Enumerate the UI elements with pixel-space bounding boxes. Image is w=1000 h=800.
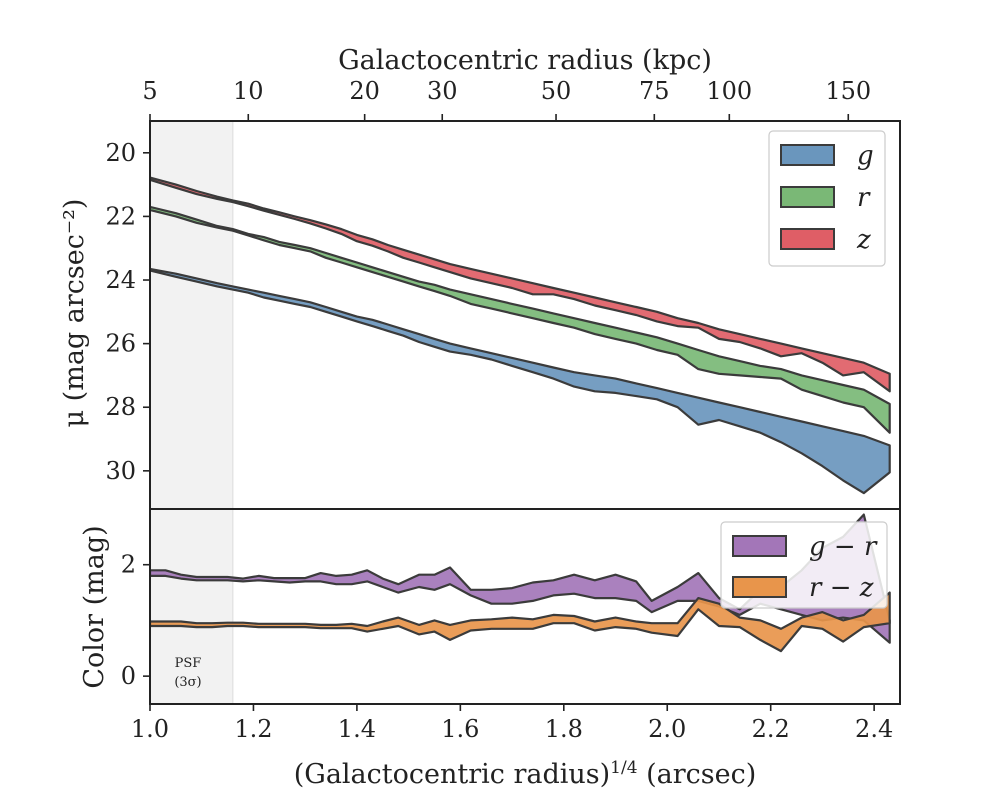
color-y-tick-label: 2 [121, 551, 136, 579]
sb-y-tick-label: 26 [105, 330, 136, 358]
top-tick-label: 75 [639, 77, 670, 105]
surface-brightness-panel [150, 176, 891, 495]
sb-y-tick-label: 20 [105, 139, 136, 167]
psf-region [150, 121, 234, 704]
legend-swatch-r [780, 186, 835, 208]
legend-label-z: z [856, 225, 871, 255]
x-tick-label: 2.2 [752, 715, 790, 743]
psf-label: PSF [175, 656, 202, 671]
x-tick-label: 1.2 [234, 715, 272, 743]
band-g [150, 267, 891, 495]
legend-swatch-g [780, 144, 835, 166]
sb-y-tick-label: 24 [105, 266, 136, 294]
x-axis-title-top: Galactocentric radius (kpc) [338, 45, 712, 76]
band-r [150, 205, 891, 434]
legend-label-r: r [857, 183, 871, 213]
axis-ticks: 1.0 1.2 1.4 1.6 1.8 2.0 2.2 2.45 10 20 30 50 75 100 15… [105, 77, 893, 743]
x-tick-label: 1.6 [441, 715, 479, 743]
sb-y-tick-label: 22 [105, 202, 136, 230]
psf-label-sigma: (3σ) [174, 675, 201, 690]
legends: grz g − r r − z [720, 130, 888, 609]
color-panel [150, 513, 891, 653]
top-tick-label: 5 [142, 77, 157, 105]
x-tick-label: 1.8 [545, 715, 583, 743]
x-tick-label: 2.4 [855, 715, 893, 743]
top-tick-label: 30 [427, 77, 458, 105]
sb-y-tick-label: 30 [105, 457, 136, 485]
band-r-z [150, 591, 891, 653]
x-tick-label: 2.0 [648, 715, 686, 743]
x-tick-label: 1.0 [131, 715, 169, 743]
axes-frame [149, 120, 901, 705]
sb-y-tick-label: 28 [105, 393, 136, 421]
top-tick-label: 10 [233, 77, 264, 105]
legend-label-g: g [857, 141, 874, 171]
color-panel-frame [149, 508, 901, 705]
sb-y-axis-title: μ (mag arcsec⁻²) [59, 199, 90, 428]
top-tick-label: 20 [349, 77, 380, 105]
legend-swatch-r-z [732, 576, 787, 598]
top-tick-label: 100 [706, 77, 752, 105]
top-tick-label: 50 [541, 77, 572, 105]
x-tick-label: 1.4 [338, 715, 376, 743]
psf-shaded-region [150, 121, 233, 704]
band-z [150, 176, 891, 393]
color-y-tick-label: 0 [121, 662, 136, 690]
band-g-r [150, 513, 891, 644]
x-axis-title-bottom: (Galactocentric radius)1/4 (arcsec) [294, 758, 757, 790]
top-tick-label: 150 [825, 77, 871, 105]
legend-label-g-r: g − r [809, 532, 878, 562]
color-y-axis-title: Color (mag) [79, 525, 110, 688]
legend-label-r-z: r − z [809, 573, 874, 603]
legend-swatch-g-r [732, 535, 787, 557]
legend-swatch-z [780, 228, 835, 250]
